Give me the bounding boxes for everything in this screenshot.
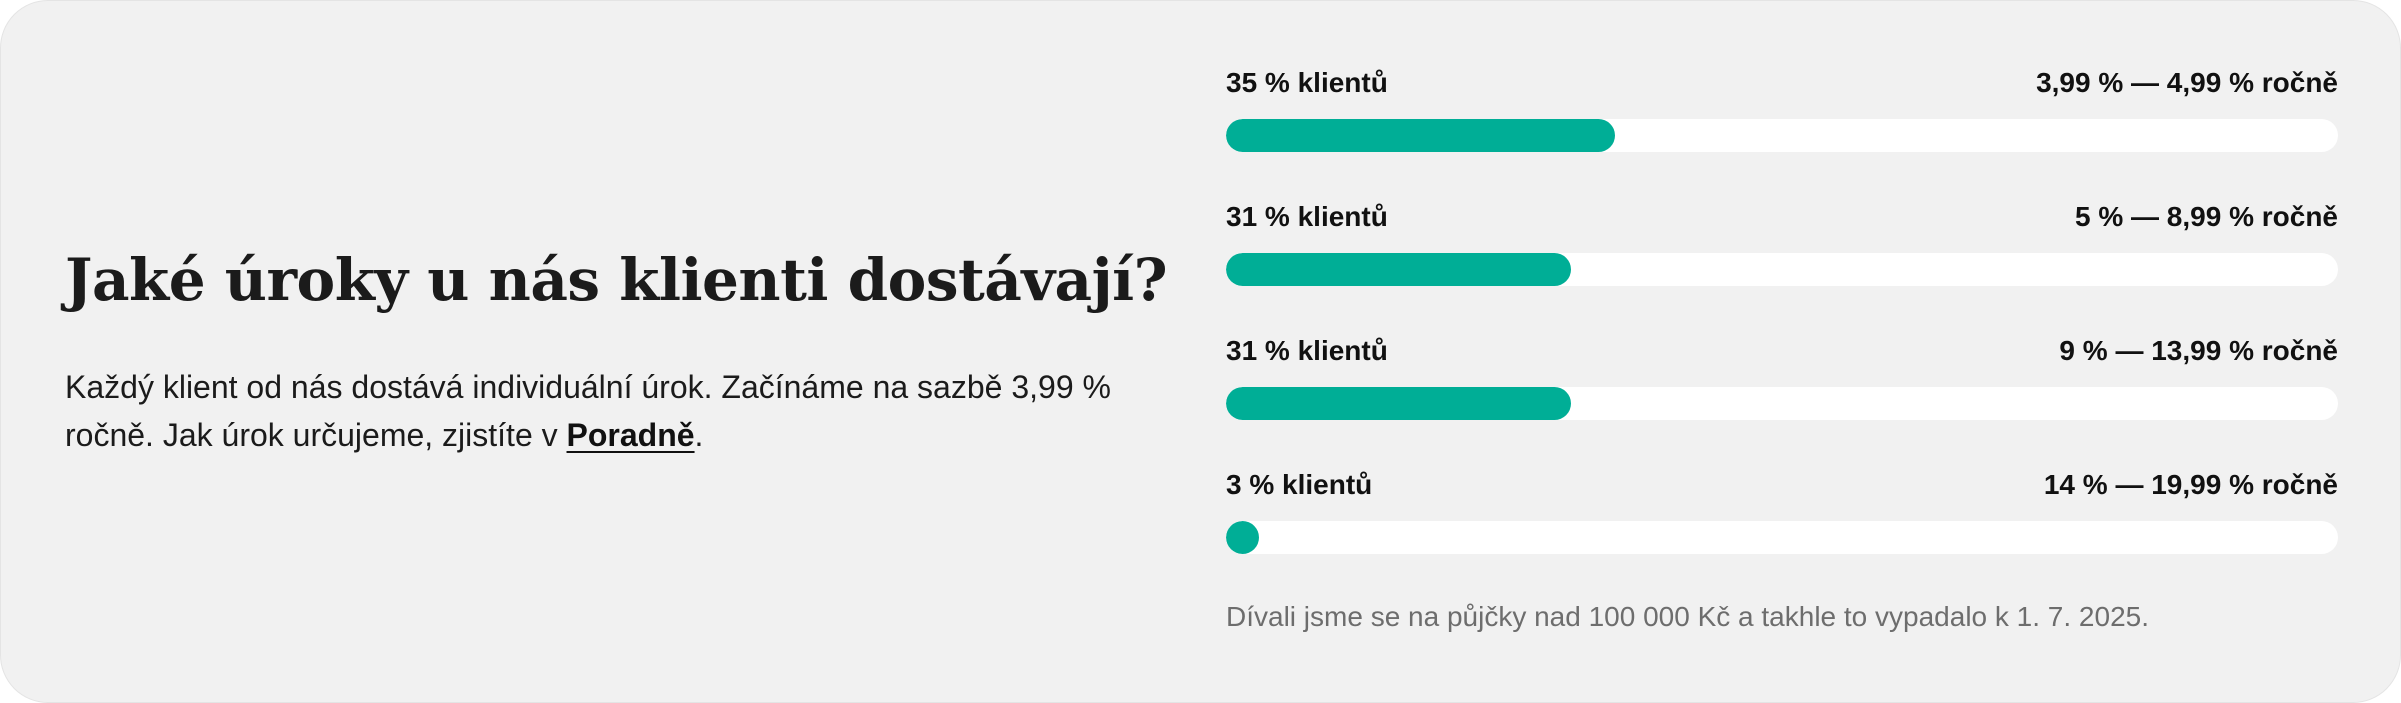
rate-range-label: 3,99 % — 4,99 % ročně (2036, 67, 2338, 98)
rate-row: 31 % klientů 9 % — 13,99 % ročně (1226, 331, 2338, 465)
rate-distribution: 35 % klientů 3,99 % — 4,99 % ročně 31 % … (1226, 63, 2338, 599)
rate-range-label: 5 % — 8,99 % ročně (2074, 201, 2338, 232)
rate-row-header: 35 % klientů 3,99 % — 4,99 % ročně (1226, 63, 2338, 103)
footnote: Dívali jsme se na půjčky nad 100 000 Kč … (1226, 601, 2150, 632)
progress-track (1226, 119, 2338, 152)
rate-row: 35 % klientů 3,99 % — 4,99 % ročně (1226, 63, 2338, 197)
progress-track (1226, 387, 2338, 420)
description-text: Každý klient od nás dostává individuální… (65, 369, 1111, 453)
progress-track (1226, 253, 2338, 286)
description-end: . (694, 417, 704, 453)
client-share-label: 3 % klientů (1226, 469, 1373, 500)
rate-row-header: 3 % klientů 14 % — 19,99 % ročně (1226, 465, 2338, 505)
client-share-label: 31 % klientů (1226, 335, 1388, 366)
rate-row: 3 % klientů 14 % — 19,99 % ročně (1226, 465, 2338, 599)
client-share-label: 31 % klientů (1226, 201, 1388, 232)
rate-range-label: 14 % — 19,99 % ročně (2043, 469, 2338, 500)
rate-range-label: 9 % — 13,99 % ročně (2059, 335, 2338, 366)
progress-fill (1226, 387, 1571, 420)
rate-row: 31 % klientů 5 % — 8,99 % ročně (1226, 197, 2338, 331)
rate-row-header: 31 % klientů 9 % — 13,99 % ročně (1226, 331, 2338, 371)
progress-fill (1226, 521, 1260, 554)
poradna-link[interactable]: Poradně (566, 417, 695, 453)
progress-track (1226, 521, 2338, 554)
intro-section: Jaké úroky u nás klienti dostávají? Každ… (65, 241, 1168, 459)
description: Každý klient od nás dostává individuální… (65, 363, 1145, 459)
rate-row-header: 31 % klientů 5 % — 8,99 % ročně (1226, 197, 2338, 237)
progress-fill (1226, 253, 1571, 286)
client-share-label: 35 % klientů (1226, 67, 1388, 98)
page-title: Jaké úroky u nás klienti dostávají? (65, 246, 1168, 314)
progress-fill (1226, 119, 1616, 152)
